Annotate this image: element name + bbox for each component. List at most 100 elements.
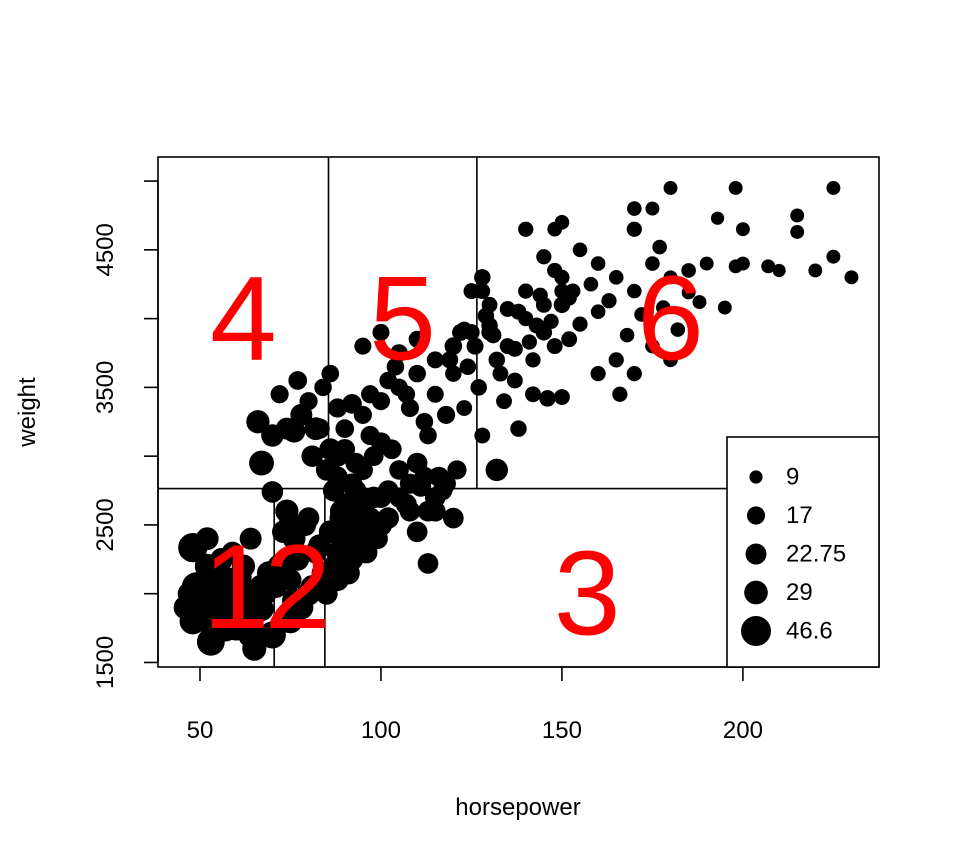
data-point (386, 357, 405, 376)
data-point (309, 418, 330, 439)
data-point (459, 358, 477, 375)
data-point (543, 313, 559, 329)
data-point (477, 307, 495, 325)
data-point (572, 242, 588, 258)
data-point (443, 507, 464, 529)
data-point (362, 527, 385, 550)
y-axis: 1500 2500 3500 4500 (92, 180, 159, 689)
data-point (572, 316, 588, 332)
data-point (447, 460, 467, 480)
region-label-6: 6 (637, 252, 704, 386)
data-point (470, 379, 487, 396)
data-point (608, 270, 624, 285)
data-point (336, 561, 360, 585)
data-point (177, 582, 201, 606)
data-point (381, 439, 402, 460)
data-point (335, 419, 355, 438)
data-point (282, 420, 306, 443)
legend-symbol (749, 470, 763, 484)
x-tick-label: 50 (187, 717, 214, 744)
data-point (826, 180, 841, 195)
data-point (377, 507, 399, 529)
data-point (286, 547, 310, 571)
y-tick-label: 3500 (92, 361, 119, 414)
data-point (426, 351, 444, 369)
data-point (554, 389, 570, 405)
size-legend: 9 17 22.75 29 46.6 (726, 436, 880, 668)
legend-symbol (744, 580, 768, 605)
data-point (626, 366, 642, 382)
data-point (345, 452, 366, 474)
data-point (456, 321, 473, 338)
data-point (445, 365, 462, 382)
data-point (546, 338, 563, 355)
data-point (321, 364, 340, 383)
y-tick-label: 1500 (92, 636, 119, 689)
data-point (390, 344, 408, 362)
data-point (681, 263, 696, 278)
data-point (282, 588, 307, 613)
data-point (444, 337, 463, 355)
data-point (532, 287, 548, 303)
data-point (424, 500, 446, 522)
legend-symbol (745, 543, 767, 565)
data-point (772, 263, 786, 278)
data-points (173, 180, 859, 661)
data-point (406, 521, 428, 543)
data-point (506, 372, 523, 389)
data-point (499, 301, 516, 317)
data-point (397, 385, 416, 404)
data-point (410, 476, 432, 497)
data-point (761, 259, 776, 274)
data-point (223, 615, 249, 641)
data-point (790, 208, 805, 223)
data-point (510, 420, 527, 437)
data-point (645, 256, 660, 271)
data-point (681, 285, 696, 300)
data-point (261, 481, 284, 503)
data-point (525, 352, 541, 368)
data-point (663, 270, 678, 285)
data-point (474, 283, 491, 300)
y-tick-label: 4500 (92, 223, 119, 276)
legend-symbol (746, 506, 766, 525)
data-point (466, 337, 484, 355)
legend-label: 46.6 (786, 618, 833, 645)
data-point (627, 283, 642, 299)
legend-label: 9 (786, 464, 799, 491)
data-point (692, 295, 707, 310)
data-point (301, 445, 323, 467)
x-tick-label: 200 (723, 717, 763, 744)
data-point (717, 300, 732, 315)
data-point (400, 398, 419, 418)
y-axis-title: weight (14, 377, 41, 448)
data-point (415, 412, 434, 431)
data-point (239, 527, 262, 550)
data-point (626, 221, 642, 237)
y-tick-label: 2500 (92, 498, 119, 551)
data-point (314, 378, 332, 397)
data-point (437, 405, 456, 424)
data-point (525, 386, 541, 403)
data-point (327, 466, 348, 488)
x-tick-label: 100 (361, 717, 401, 744)
data-point (699, 256, 714, 271)
data-point (645, 338, 660, 354)
data-point (242, 636, 267, 661)
data-point (634, 307, 649, 322)
data-point (670, 322, 686, 337)
data-point (258, 621, 286, 649)
data-point (426, 385, 444, 403)
data-point (249, 596, 274, 622)
data-point (360, 425, 380, 446)
data-point (249, 450, 274, 476)
data-point (288, 371, 308, 390)
data-point (485, 458, 509, 482)
data-point (518, 221, 534, 237)
data-point (488, 351, 506, 369)
data-point (361, 385, 380, 404)
data-point (547, 262, 563, 279)
data-point (329, 499, 353, 523)
data-point (417, 553, 439, 574)
data-point (389, 460, 409, 480)
